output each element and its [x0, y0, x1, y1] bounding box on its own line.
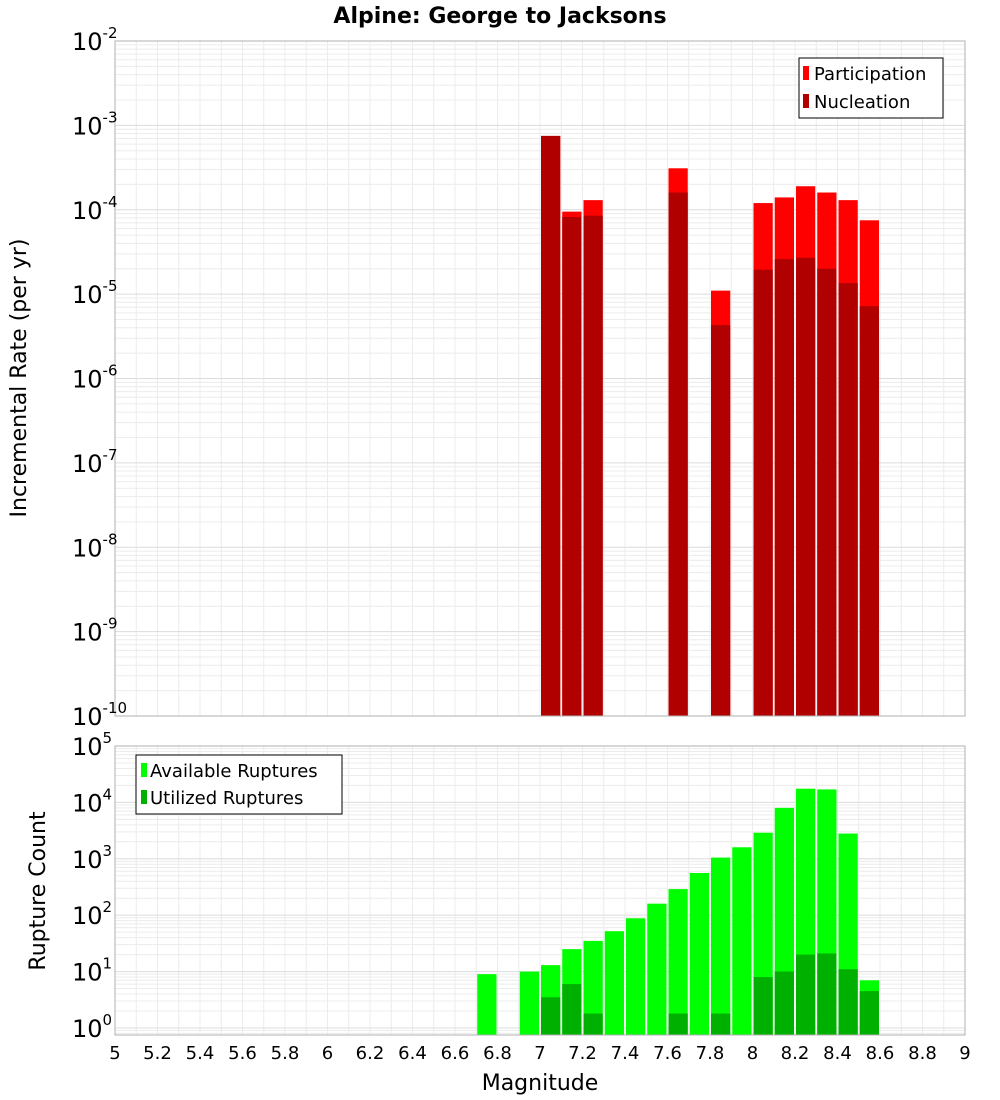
top-bar-nucleation	[668, 192, 688, 717]
legend-label-nucleation: Nucleation	[814, 92, 910, 113]
top-legend-box	[798, 57, 944, 119]
x-tick-label: 6.4	[398, 1043, 427, 1064]
bottom-bar-available-ruptures	[711, 857, 731, 1035]
bottom-bar-utilized-ruptures	[774, 971, 794, 1035]
x-tick-label: 8.2	[781, 1043, 810, 1064]
top-bar-nucleation	[817, 268, 837, 716]
top-y-axis-label: Incremental Rate (per yr)	[7, 239, 32, 518]
x-tick-label: 7.6	[653, 1043, 682, 1064]
bottom-y-tick-label: 101	[72, 955, 112, 987]
bottom-bar-available-ruptures	[732, 847, 752, 1035]
bottom-bar-available-ruptures	[477, 974, 497, 1035]
bottom-bar-available-ruptures	[604, 931, 624, 1035]
top-bar-nucleation	[838, 283, 858, 716]
top-bar-nucleation	[774, 259, 794, 716]
bottom-bar-available-ruptures	[583, 940, 603, 1035]
bottom-bars	[477, 788, 879, 1035]
top-legend: Participation Nucleation	[798, 57, 944, 119]
legend-label-available: Available Ruptures	[150, 761, 318, 782]
top-y-tick-label: 10-6	[72, 362, 118, 394]
bottom-bar-available-ruptures	[668, 889, 688, 1035]
x-ticks: 5 5.2 5.4 5.6 5.8 6 6.2 6.4 6.6 6.8 7 7.2 7.4 7.6 7.8 8…	[109, 1043, 970, 1064]
bottom-bar-available-ruptures	[647, 903, 667, 1035]
top-bar-nucleation	[859, 306, 879, 716]
x-tick-label: 6.8	[483, 1043, 512, 1064]
x-tick-label: 5.8	[271, 1043, 300, 1064]
x-tick-label: 5	[109, 1043, 120, 1064]
top-y-tick-label: 10-7	[72, 446, 118, 478]
x-tick-label: 6.2	[356, 1043, 385, 1064]
legend-swatch-utilized	[141, 790, 147, 804]
legend-swatch-available	[141, 763, 147, 777]
top-y-tick-label: 10-4	[72, 193, 118, 225]
top-bar-nucleation	[541, 135, 561, 717]
bottom-bar-utilized-ruptures	[541, 997, 561, 1035]
top-bar-nucleation	[711, 325, 731, 716]
x-tick-label: 5.4	[186, 1043, 215, 1064]
top-y-tick-label: 10-8	[72, 530, 118, 562]
x-tick-label: 5.6	[228, 1043, 257, 1064]
x-axis-label: Magnitude	[482, 1071, 599, 1096]
bottom-y-tick-label: 104	[72, 785, 112, 817]
bottom-bar-utilized-ruptures	[859, 991, 879, 1035]
bottom-bar-utilized-ruptures	[711, 1013, 731, 1035]
bottom-y-tick-label: 105	[72, 729, 112, 761]
bottom-y-ticks: 100 101 102 103 104 105	[72, 729, 112, 1043]
bottom-bar-available-ruptures	[689, 872, 709, 1035]
top-y-tick-label: 10-5	[72, 277, 118, 309]
bottom-bar-utilized-ruptures	[796, 954, 816, 1035]
top-bar-nucleation	[583, 215, 603, 717]
top-bar-nucleation	[753, 269, 773, 716]
top-bar-nucleation	[796, 257, 816, 716]
bottom-bar-utilized-ruptures	[562, 984, 582, 1035]
top-gridlines	[114, 40, 966, 717]
bottom-y-tick-label: 103	[72, 842, 112, 874]
x-tick-label: 8	[747, 1043, 758, 1064]
x-tick-label: 5.2	[143, 1043, 172, 1064]
bottom-bar-utilized-ruptures	[817, 953, 837, 1035]
x-tick-label: 8.4	[823, 1043, 852, 1064]
bottom-y-tick-label: 102	[72, 898, 112, 930]
top-y-tick-label: 10-9	[72, 615, 118, 647]
top-plot-frame	[114, 40, 966, 717]
bottom-bar-utilized-ruptures	[583, 1013, 603, 1035]
bottom-plot-frame	[114, 745, 966, 1036]
bottom-legend-box	[135, 754, 343, 815]
bottom-bar-utilized-ruptures	[753, 977, 773, 1035]
top-y-tick-label: 10-2	[72, 24, 118, 56]
x-tick-label: 9	[959, 1043, 970, 1064]
x-tick-label: 8.6	[866, 1043, 895, 1064]
x-tick-label: 6	[322, 1043, 333, 1064]
bottom-bar-available-ruptures	[626, 918, 646, 1035]
x-tick-label: 7	[534, 1043, 545, 1064]
chart-title: Alpine: George to Jacksons	[333, 4, 666, 29]
x-tick-label: 8.8	[908, 1043, 937, 1064]
top-y-tick-label: 10-3	[72, 108, 118, 140]
bottom-y-axis-label: Rupture Count	[26, 811, 51, 971]
x-tick-label: 7.8	[696, 1043, 725, 1064]
top-y-ticks: 10-10 10-9 10-8 10-7 10-6 10-5 10-4 10-3 10-2	[72, 24, 127, 731]
x-tick-label: 7.4	[611, 1043, 640, 1064]
bottom-y-tick-label: 100	[72, 1011, 112, 1043]
legend-label-utilized: Utilized Ruptures	[150, 788, 303, 809]
bottom-bar-available-ruptures	[519, 971, 539, 1035]
x-tick-label: 6.6	[441, 1043, 470, 1064]
bottom-bar-utilized-ruptures	[838, 969, 858, 1035]
top-bar-nucleation	[562, 217, 582, 716]
legend-swatch-nucleation	[803, 94, 809, 108]
x-tick-label: 7.2	[568, 1043, 597, 1064]
legend-swatch-participation	[803, 66, 809, 80]
legend-label-participation: Participation	[814, 64, 926, 85]
top-y-tick-label: 10-10	[72, 699, 127, 731]
top-bars	[541, 135, 879, 717]
bottom-legend: Available Ruptures Utilized Ruptures	[135, 754, 343, 815]
bottom-bar-utilized-ruptures	[668, 1013, 688, 1035]
